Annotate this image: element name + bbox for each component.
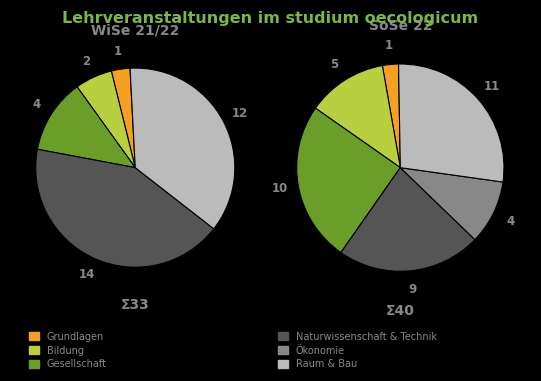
Wedge shape (37, 87, 135, 168)
Wedge shape (111, 68, 135, 168)
Wedge shape (36, 149, 214, 267)
Wedge shape (315, 66, 400, 168)
Wedge shape (296, 108, 400, 253)
Title: WiSe 21/22: WiSe 21/22 (91, 24, 180, 38)
Text: 2: 2 (82, 54, 90, 67)
Text: 14: 14 (79, 268, 95, 281)
Text: Σ33: Σ33 (121, 298, 150, 312)
Text: 4: 4 (506, 215, 514, 228)
Wedge shape (399, 64, 504, 182)
Text: 4: 4 (32, 98, 40, 111)
Text: Σ40: Σ40 (386, 304, 415, 318)
Wedge shape (400, 168, 503, 240)
Text: 10: 10 (272, 182, 288, 195)
Text: 1: 1 (114, 45, 122, 58)
Text: 11: 11 (484, 80, 500, 93)
Title: SoSe 22: SoSe 22 (368, 19, 432, 33)
Wedge shape (77, 71, 135, 168)
Text: Lehrveranstaltungen im studium oecologicum: Lehrveranstaltungen im studium oecologic… (62, 11, 479, 26)
Wedge shape (130, 68, 235, 229)
Legend: Grundlagen, Bildung, Gesellschaft: Grundlagen, Bildung, Gesellschaft (27, 329, 110, 372)
Text: 12: 12 (231, 107, 248, 120)
Text: 9: 9 (408, 283, 416, 296)
Legend: Naturwissenschaft & Technik, Ökonomie, Raum & Bau: Naturwissenschaft & Technik, Ökonomie, R… (275, 329, 440, 372)
Text: 5: 5 (331, 58, 339, 71)
Wedge shape (382, 64, 400, 168)
Text: 1: 1 (385, 39, 393, 53)
Wedge shape (341, 168, 475, 271)
